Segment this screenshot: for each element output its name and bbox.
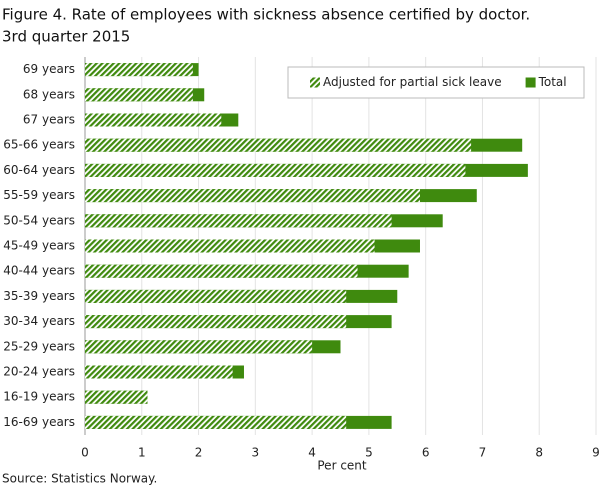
y-tick-label: 69 years <box>23 62 75 76</box>
y-tick-label: 20-24 years <box>3 365 75 379</box>
bar <box>85 63 193 77</box>
y-tick-label: 35-39 years <box>3 289 75 303</box>
y-tick-label: 65-66 years <box>3 138 75 152</box>
y-tick-label: 68 years <box>23 87 75 101</box>
source: Source: Statistics Norway. <box>2 472 157 486</box>
legend-label: Total <box>538 75 567 89</box>
legend-swatch <box>525 77 536 88</box>
bar <box>85 315 347 329</box>
x-tick-label: 7 <box>479 446 487 460</box>
x-tick-label: 6 <box>422 446 430 460</box>
chart-title: Figure 4. Rate of employees with sicknes… <box>2 6 530 24</box>
bar <box>85 289 347 303</box>
x-tick-label: 5 <box>365 446 373 460</box>
bar <box>85 239 375 253</box>
y-tick-label: 40-44 years <box>3 264 75 278</box>
bar <box>85 415 347 429</box>
y-tick-label: 45-49 years <box>3 239 75 253</box>
bar <box>85 214 392 228</box>
bar <box>85 340 313 354</box>
bar <box>85 163 466 177</box>
bar <box>85 390 148 404</box>
x-tick-label: 4 <box>308 446 316 460</box>
legend-swatch <box>310 77 320 88</box>
y-tick-label: 55-59 years <box>3 188 75 202</box>
legend-label: Adjusted for partial sick leave <box>323 75 502 89</box>
x-axis-label: Per cent <box>317 459 367 473</box>
x-tick-label: 3 <box>252 446 260 460</box>
chart-subtitle: 3rd quarter 2015 <box>2 28 130 46</box>
bar <box>85 264 358 278</box>
bar <box>85 138 472 152</box>
bar <box>85 113 222 127</box>
bar <box>85 365 233 379</box>
bar <box>85 88 193 102</box>
y-tick-label: 16-19 years <box>3 390 75 404</box>
x-tick-label: 9 <box>592 446 600 460</box>
y-tick-label: 67 years <box>23 113 75 127</box>
x-tick-label: 0 <box>81 446 89 460</box>
y-tick-label: 30-34 years <box>3 314 75 328</box>
x-tick-label: 8 <box>535 446 543 460</box>
y-tick-label: 50-54 years <box>3 213 75 227</box>
x-tick-label: 1 <box>138 446 146 460</box>
y-tick-label: 60-64 years <box>3 163 75 177</box>
x-tick-label: 2 <box>195 446 203 460</box>
bar <box>85 189 420 203</box>
y-tick-label: 16-69 years <box>3 415 75 429</box>
y-tick-label: 25-29 years <box>3 339 75 353</box>
